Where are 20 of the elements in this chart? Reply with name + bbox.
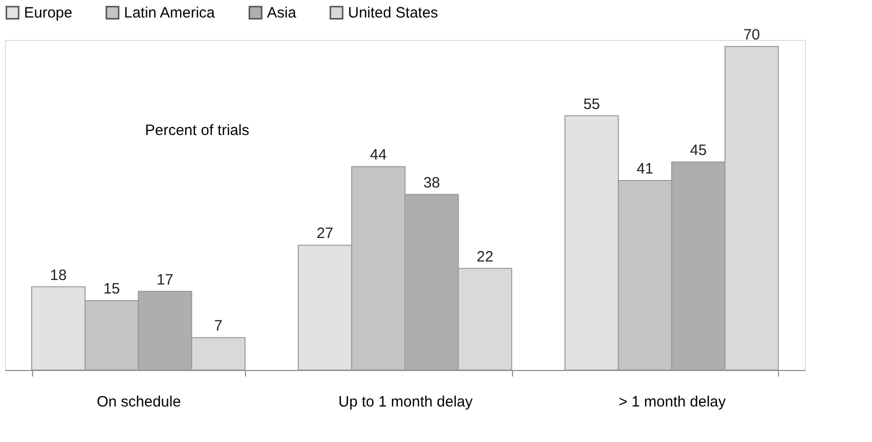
legend-label: Latin America (124, 4, 216, 22)
legend-label: United States (348, 4, 438, 22)
data-label: 38 (423, 174, 440, 192)
data-label: 22 (476, 248, 494, 266)
data-label: 17 (156, 271, 174, 288)
data-label: 44 (370, 146, 387, 164)
data-label: 7 (214, 318, 223, 335)
y-axis-title: Percent of trials (145, 122, 250, 139)
data-label: 15 (103, 280, 120, 298)
data-label: 45 (690, 142, 707, 160)
data-label: 18 (50, 266, 67, 284)
x-tick-label: > 1 month delay (618, 394, 726, 410)
data-label: 55 (583, 96, 600, 113)
data-label: 70 (743, 26, 760, 44)
x-tick-label: On schedule (96, 394, 181, 410)
x-tick-label: Up to 1 month delay (338, 394, 474, 410)
data-label: 41 (636, 160, 654, 178)
legend-label: Asia (267, 4, 297, 22)
legend-label: Europe (24, 4, 72, 22)
data-label: 27 (316, 225, 334, 242)
